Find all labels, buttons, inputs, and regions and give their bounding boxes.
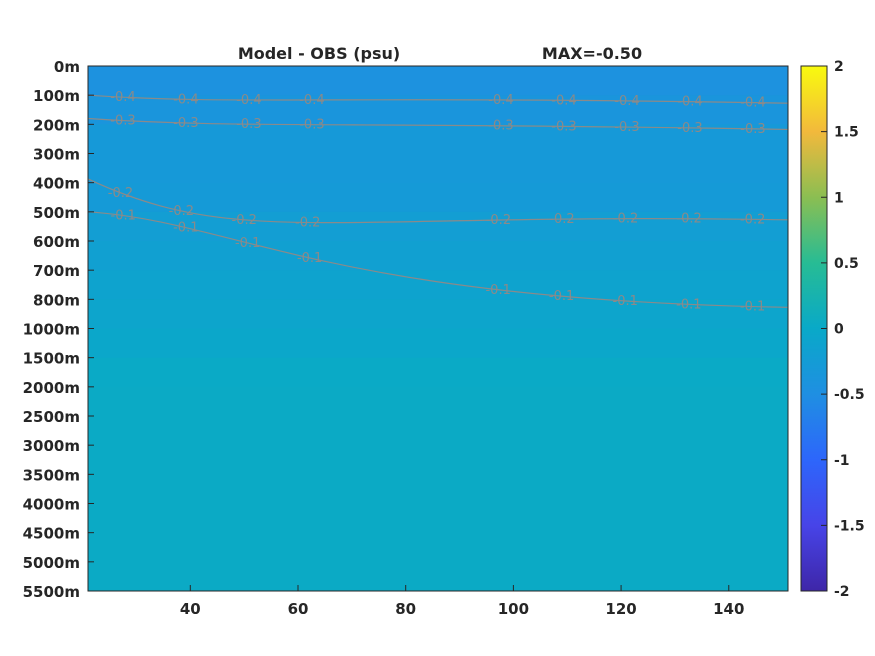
colorbar-tick-label: 2 [834,59,844,75]
contour-label: -0.4 [677,95,702,110]
contour-line [88,94,788,104]
contour-label: -0.1 [485,283,510,298]
colorbar-tick-label: 0.5 [834,256,859,272]
contour-label: -0.4 [551,93,576,108]
heatmap-band [88,328,788,359]
x-tick-label: 40 [180,600,201,618]
y-tick-label: 2500m [23,408,80,426]
heatmap-band [88,66,788,96]
contour-label: -0.4 [299,93,324,108]
colorbar-tick-label: 0 [834,322,844,338]
contour-line [88,178,788,224]
colorbar-tick-label: 1.5 [834,125,859,141]
x-tick-label: 120 [605,600,636,618]
y-tick-label: 700m [33,262,80,280]
contour-label: -0.4 [236,93,261,108]
heatmap-band [88,270,788,300]
y-tick-label: 200m [33,116,80,134]
heatmap-band [88,182,788,213]
contour-label: -0.2 [549,212,574,227]
contour-label: -0.1 [297,251,322,266]
y-tick-label: 1000m [23,321,80,339]
contour-label: -0.2 [108,186,133,201]
contour-label: -0.1 [235,236,260,251]
y-tick-label: 5000m [23,554,80,572]
x-tick-label: 60 [288,600,309,618]
x-tick-label: 140 [713,600,744,618]
contour-label: -0.3 [551,119,576,134]
heatmap-band [88,124,788,154]
heatmap-bands [88,66,788,591]
contour-label: -0.4 [614,94,639,109]
contour-label: -0.3 [740,122,765,137]
colorbar-ticks: 2 1.5 1 0.5 0 -0.5 -1 -1.5 -2 [821,59,865,600]
y-axis: 0m 100m 200m 300m 400m 500m 600m 700m 800m 1000m 1… [23,58,94,601]
contour-label: -0.1 [740,300,765,315]
contour-label: -0.3 [299,118,324,133]
y-tick-label: 4000m [23,496,80,514]
y-tick-label: 0m [54,58,80,76]
contour-label: -0.1 [173,221,198,236]
contour-lines: -0.4 -0.4 -0.4 -0.4 -0.4 -0.4 -0.4 -0.4 -0.4 -0.3… [88,90,788,315]
contour-label: -0.1 [111,208,136,223]
colorbar-tick-label: -2 [834,584,850,600]
x-tick-label: 80 [395,600,416,618]
contour-label: -0.4 [110,90,135,105]
y-tick-label: 3500m [23,466,80,484]
y-tick-label: 600m [33,233,80,251]
contour-label: -0.4 [740,96,765,111]
x-axis: 40 60 80 100 120 140 [180,585,744,618]
colorbar-tick-label: -0.5 [834,387,865,403]
contour-label: -0.4 [173,92,198,107]
contour-label: -0.2 [169,204,194,219]
y-tick-label: 4500m [23,525,80,543]
y-tick-label: 800m [33,291,80,309]
y-tick-label: 2000m [23,379,80,397]
colorbar: 2 1.5 1 0.5 0 -0.5 -1 -1.5 -2 [800,59,865,600]
heatmap-band [88,357,788,388]
y-tick-label: 3000m [23,437,80,455]
contour-label: -0.3 [614,120,639,135]
colorbar-gradient [800,65,828,592]
contour-label: -0.2 [486,213,511,228]
chart-title: Model - OBS (psu) [238,44,400,63]
contour-label: -0.2 [613,212,638,227]
y-tick-label: 500m [33,204,80,222]
heatmap-band [88,299,788,329]
contour-label: -0.1 [676,297,701,312]
contour-label: -0.2 [676,212,701,227]
heatmap-band [88,241,788,271]
contour-label: -0.1 [549,289,574,304]
x-tick-label: 100 [498,600,529,618]
contour-label: -0.3 [488,119,513,134]
colorbar-tick-label: 1 [834,190,844,206]
y-tick-label: 5500m [23,583,80,601]
heatmap-band [88,153,788,184]
contour-label: -0.1 [613,294,638,309]
contour-label: -0.2 [232,213,257,228]
heatmap-band [88,386,788,591]
chart-subtitle: MAX=-0.50 [542,44,642,63]
contour-line [88,211,788,308]
contour-label: -0.2 [740,212,765,227]
heatmap-band [88,211,788,242]
y-tick-label: 1500m [23,350,80,368]
contour-label: -0.3 [236,117,261,132]
plot-area: -0.4 -0.4 -0.4 -0.4 -0.4 -0.4 -0.4 -0.4 -0.4 -0.3… [87,65,789,592]
contour-line [88,117,788,131]
y-tick-label: 300m [33,146,80,164]
y-tick-label: 400m [33,175,80,193]
colorbar-tick-label: -1 [834,453,850,469]
contour-label: -0.2 [295,216,320,231]
contour-label: -0.3 [110,114,135,129]
y-tick-label: 100m [33,87,80,105]
contour-label: -0.3 [173,116,198,131]
colorbar-tick-label: -1.5 [834,518,865,534]
contour-label: -0.4 [488,93,513,108]
contour-label: -0.3 [677,121,702,136]
